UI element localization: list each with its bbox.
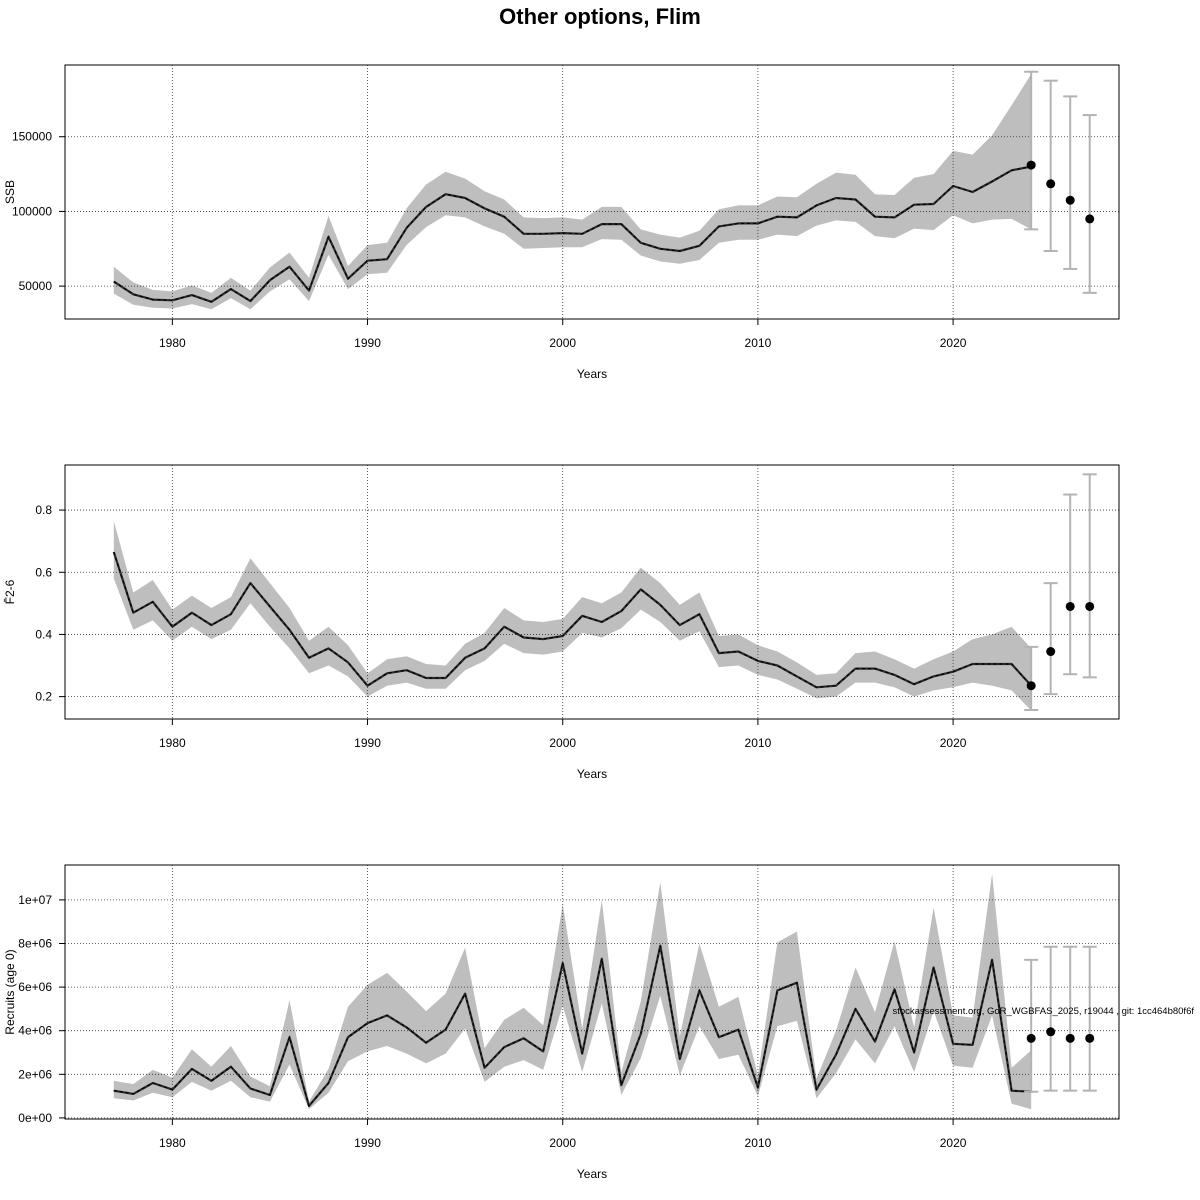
x-tick-label: 2000 [549,1136,576,1150]
x-axis-label: Years [577,767,607,781]
forecast-point [1026,681,1036,691]
recruitment-panel: 1980 1990 2000 2010 2020 0e+00 2e+06 4e+06 6e+06… [3,864,1120,1181]
x-tick-label: 1990 [354,336,381,350]
y-tick-label: 0e+00 [18,1111,52,1125]
y-tick-label: 6e+06 [18,980,52,994]
forecast-point [1026,1033,1036,1043]
y-tick-label: 0.6 [35,565,52,579]
y-axis-label: F̄2-6 [3,579,17,604]
x-tick-label: 2010 [745,1136,772,1150]
y-tick-label: 0.4 [35,627,52,641]
y-tick-label: 8e+06 [18,936,52,950]
x-tick-label: 1980 [159,336,186,350]
confidence-band [113,74,1032,310]
x-tick-label: 1990 [354,1136,381,1150]
y-tick-label: 150000 [12,130,52,144]
forecast-point [1065,195,1075,205]
y-tick-label: 0.8 [35,503,52,517]
plot-frame [64,864,1120,1120]
x-tick-label: 2020 [940,736,967,750]
estimate-line-dashed [113,551,1032,688]
forecast-point [1085,1033,1095,1043]
estimate-line-dashed [113,945,1032,1108]
y-tick-label: 1e+07 [18,893,52,907]
forecast-point [1085,214,1095,224]
fishing-mortality-panel: 1980 1990 2000 2010 2020 0.2 0.4 0.6 0.8 Years F̄2… [3,464,1120,781]
confidence-band [113,521,1032,711]
footnote: stockassessment.org, GoR_WGBFAS_2025, r1… [892,1006,1194,1017]
x-tick-label: 2020 [940,1136,967,1150]
forecast-point [1065,601,1075,611]
x-axis-label: Years [577,1167,607,1181]
x-tick-label: 1980 [159,1136,186,1150]
figure-title: Other options, Flim [499,4,701,29]
y-tick-label: 2e+06 [18,1067,52,1081]
x-tick-label: 2000 [549,736,576,750]
ssb-panel: 1980 1990 2000 2010 2020 50000 100000 150000 Yea… [3,64,1120,381]
x-tick-label: 1990 [354,736,381,750]
y-tick-label: 50000 [19,279,53,293]
forecast-point [1046,1027,1056,1037]
plot-frame [64,64,1120,320]
x-tick-label: 1980 [159,736,186,750]
y-tick-label: 0.2 [35,690,52,704]
y-tick-label: 4e+06 [18,1024,52,1038]
forecast-point [1046,647,1056,657]
estimate-line [113,165,1032,303]
y-axis-label: Recruits (age 0) [3,949,17,1034]
x-tick-label: 2000 [549,336,576,350]
forecast-point [1046,179,1056,189]
x-tick-label: 2020 [940,336,967,350]
forecast-point [1085,601,1095,611]
forecast-point [1026,160,1036,170]
x-tick-label: 2010 [745,336,772,350]
x-tick-label: 2010 [745,736,772,750]
x-axis-label: Years [577,367,607,381]
plot-frame [64,464,1120,720]
forecast-point [1065,1033,1075,1043]
y-axis-label: SSB [3,180,17,204]
y-tick-label: 100000 [12,204,52,218]
